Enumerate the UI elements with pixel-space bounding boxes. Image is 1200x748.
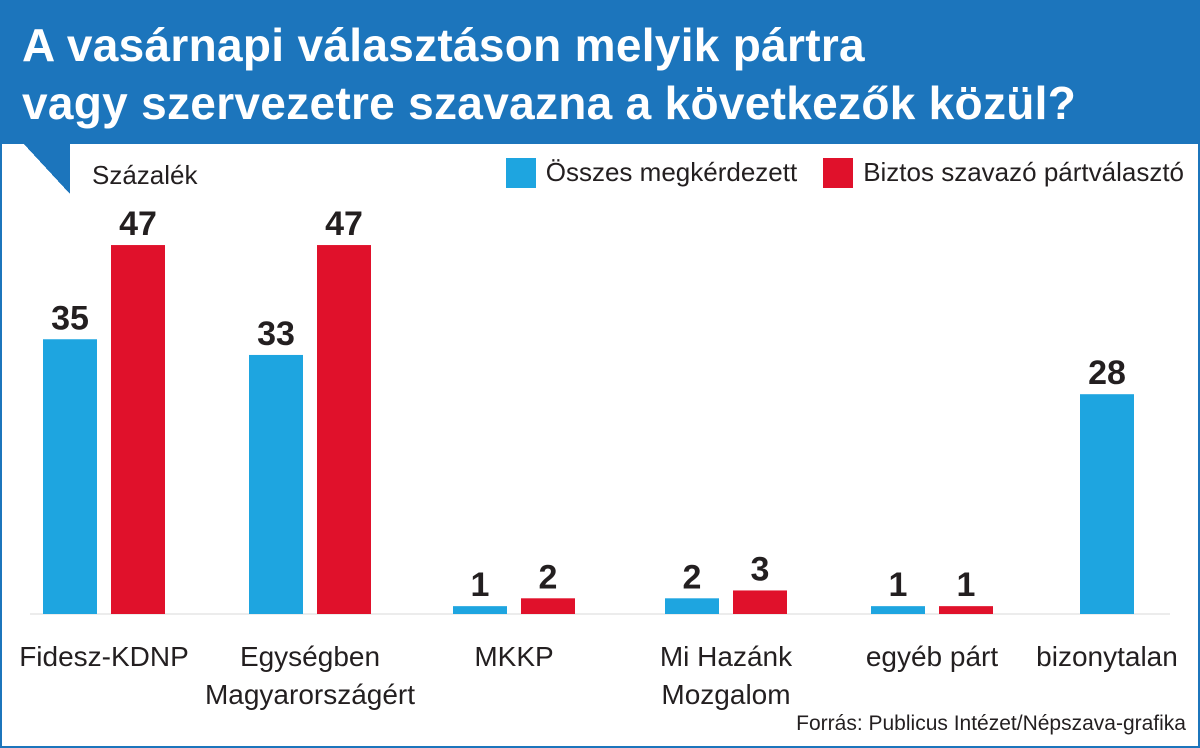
bar-value-sure-2: 2 [539, 558, 558, 596]
bar-value-all-4: 1 [889, 566, 908, 604]
category-label-5-0: bizonytalan [1036, 641, 1178, 672]
bar-sure-4 [939, 606, 993, 614]
category-label-2-0: MKKP [474, 641, 553, 672]
bar-all-2 [453, 606, 507, 614]
bar-value-sure-0: 47 [119, 205, 157, 243]
bar-value-all-3: 2 [683, 558, 702, 596]
bar-all-0 [43, 339, 97, 614]
legend-label-sure: Biztos szavazó pártválasztó [863, 157, 1184, 187]
bar-value-all-2: 1 [471, 566, 490, 604]
unit-label: Százalék [92, 160, 198, 190]
source-note: Forrás: Publicus Intézet/Népszava-grafik… [796, 712, 1186, 735]
speech-pointer [22, 142, 70, 194]
header-banner: A vasárnapi választáson melyik pártra va… [2, 2, 1198, 144]
title-line-2: vagy szervezetre szavazna a következők k… [22, 77, 1077, 129]
category-label-0-0: Fidesz-KDNP [19, 641, 189, 672]
bar-all-4 [871, 606, 925, 614]
legend-item-all: Összes megkérdezett [505, 157, 798, 188]
bar-value-sure-4: 1 [957, 566, 976, 604]
bar-value-sure-3: 3 [751, 550, 770, 588]
category-label-3-1: Mozgalom [661, 679, 790, 710]
category-label-1-1: Magyarországért [205, 679, 415, 710]
bar-value-all-0: 35 [51, 299, 89, 337]
bar-value-sure-1: 47 [325, 205, 363, 243]
category-label-4-0: egyéb párt [866, 641, 999, 672]
bar-sure-1 [317, 245, 371, 615]
bar-all-1 [249, 354, 303, 614]
bar-all-3 [665, 598, 719, 614]
category-label-1-0: Egységben [240, 641, 380, 672]
chart-title: A vasárnapi választáson melyik pártra va… [22, 16, 1172, 132]
legend-swatch-all [505, 157, 536, 188]
bar-sure-3 [733, 590, 787, 614]
bar-sure-2 [521, 598, 575, 614]
legend-label-all: Összes megkérdezett [545, 157, 798, 187]
legend-item-sure: Biztos szavazó pártválasztó [823, 157, 1184, 188]
bar-all-5 [1080, 394, 1134, 614]
title-line-1: A vasárnapi választáson melyik pártra [22, 19, 865, 71]
category-label-3-0: Mi Hazánk [660, 641, 793, 672]
legend-swatch-sure [823, 157, 854, 188]
bar-value-all-1: 33 [257, 315, 295, 353]
legend: Összes megkérdezett Biztos szavazó pártv… [480, 157, 1184, 188]
bar-value-all-5: 28 [1088, 354, 1126, 392]
bar-sure-0 [111, 245, 165, 615]
